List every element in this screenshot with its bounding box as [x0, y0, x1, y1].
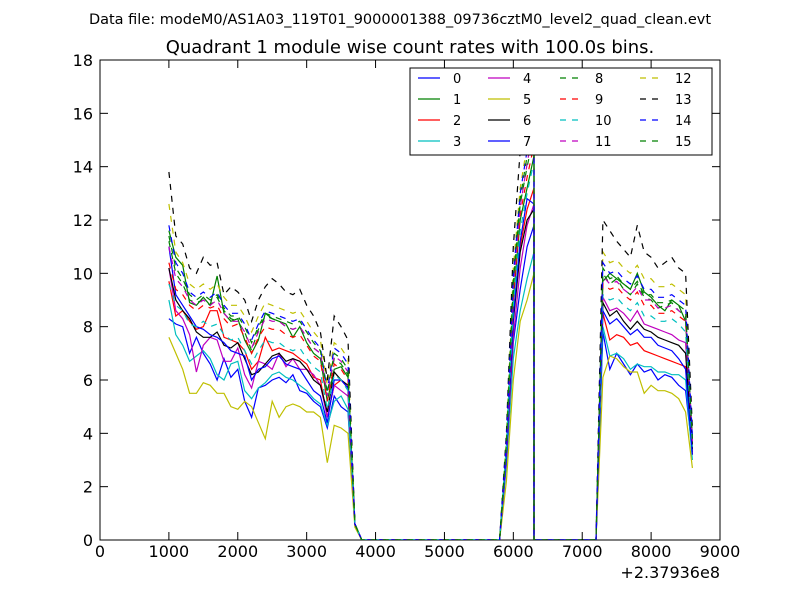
legend-label-2: 2	[453, 114, 461, 129]
y-tick-label: 10	[73, 264, 93, 283]
y-tick-label: 0	[83, 531, 93, 550]
x-tick-label: 6000	[493, 542, 534, 561]
x-tick-label: 5000	[424, 542, 465, 561]
legend-label-13: 13	[675, 93, 692, 108]
y-tick-label: 4	[83, 424, 93, 443]
legend-label-11: 11	[595, 135, 612, 150]
legend-label-12: 12	[675, 72, 692, 87]
x-tick-label: 4000	[355, 542, 396, 561]
x-tick-label: 1000	[149, 542, 190, 561]
series-line-8	[168, 134, 693, 540]
series-line-5	[168, 273, 693, 540]
legend-label-8: 8	[595, 72, 603, 87]
series-layer	[168, 95, 693, 540]
tick-layer: 0 1000 2000 3000 4000 5000 6000 7000 8000 9000 0 2 4…	[73, 51, 741, 561]
y-tick-label: 12	[73, 211, 93, 230]
series-line-3	[168, 251, 693, 540]
y-tick-label: 2	[83, 478, 93, 497]
y-tick-label: 16	[73, 104, 93, 123]
y-tick-label: 8	[83, 318, 93, 337]
legend-label-0: 0	[453, 72, 461, 87]
series-line-10	[168, 161, 693, 540]
legend-label-6: 6	[523, 114, 531, 129]
legend-label-10: 10	[595, 114, 612, 129]
legend-label-5: 5	[523, 93, 531, 108]
y-tick-label: 6	[83, 371, 93, 390]
legend-label-14: 14	[675, 114, 692, 129]
x-tick-label: 8000	[631, 542, 672, 561]
series-line-11	[168, 123, 693, 540]
legend-label-15: 15	[675, 135, 692, 150]
series-line-4	[168, 203, 693, 540]
legend-label-4: 4	[523, 72, 531, 87]
x-tick-label: 0	[95, 542, 105, 561]
series-line-12	[168, 107, 693, 540]
legend-label-3: 3	[453, 135, 461, 150]
chart-supertitle: Data file: modeM0/AS1A03_119T01_90000013…	[89, 12, 711, 28]
x-tick-label: 3000	[286, 542, 327, 561]
series-line-9	[168, 145, 693, 540]
series-line-15	[168, 129, 693, 540]
series-line-13	[168, 95, 693, 540]
x-tick-label: 9000	[700, 542, 741, 561]
chart-title: Quadrant 1 module wise count rates with …	[166, 37, 655, 58]
y-tick-label: 18	[73, 51, 93, 70]
x-tick-label: 7000	[562, 542, 603, 561]
x-offset-label: +2.37936e8	[620, 563, 720, 582]
legend-label-9: 9	[595, 93, 603, 108]
y-tick-label: 14	[73, 158, 93, 177]
legend-label-1: 1	[453, 93, 461, 108]
x-tick-label: 2000	[217, 542, 258, 561]
series-line-0	[168, 225, 693, 540]
series-line-14	[168, 115, 693, 540]
legend-label-7: 7	[523, 135, 531, 150]
